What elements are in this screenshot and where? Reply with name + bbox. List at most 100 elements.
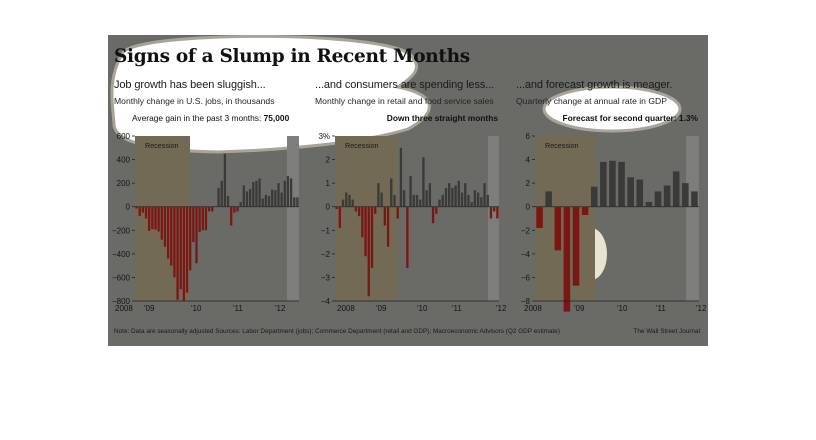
bar xyxy=(214,206,217,207)
bar xyxy=(195,206,198,264)
x-tick-label: '09 xyxy=(144,304,155,313)
bar xyxy=(374,206,377,214)
x-tick-label: 2008 xyxy=(524,304,542,313)
bar xyxy=(223,153,227,207)
bar xyxy=(367,206,370,297)
bar xyxy=(473,190,477,207)
x-tick-label: '12 xyxy=(696,304,707,313)
bar xyxy=(245,191,249,207)
bar xyxy=(348,194,351,207)
recession-label: Recession xyxy=(545,141,579,150)
bar xyxy=(590,186,598,207)
bar xyxy=(211,206,214,212)
bar xyxy=(370,206,374,268)
bar xyxy=(289,178,293,207)
bar xyxy=(198,206,201,233)
bar xyxy=(170,206,173,266)
bar xyxy=(441,194,444,207)
recent-band xyxy=(287,136,299,301)
spotlight-overlay xyxy=(110,35,682,280)
recent-band xyxy=(488,136,499,301)
bar xyxy=(536,206,543,228)
y-tick-label: −800 xyxy=(112,297,131,306)
bar xyxy=(636,179,644,207)
bar xyxy=(486,194,489,207)
bar xyxy=(682,183,689,207)
chart-title: Signs of a Slump in Recent Months xyxy=(114,46,470,67)
y-tick-label: 1 xyxy=(326,179,331,188)
bar xyxy=(335,206,338,210)
bar xyxy=(338,206,341,228)
panel-subtitle-jobs: Monthly change in U.S. jobs, in thousand… xyxy=(114,96,275,106)
bar xyxy=(293,197,296,207)
bar xyxy=(399,147,403,207)
bar xyxy=(148,206,151,231)
bar xyxy=(409,176,412,207)
bar xyxy=(277,183,280,207)
bar xyxy=(157,206,160,232)
bar xyxy=(390,178,393,207)
bar xyxy=(435,206,438,214)
bar xyxy=(296,197,299,207)
y-tick-label: 4 xyxy=(526,156,531,165)
highlight-blob-forecast xyxy=(542,85,682,133)
annotation-retail: Down three straight months xyxy=(386,113,498,123)
bar xyxy=(489,206,493,219)
bar xyxy=(380,192,383,207)
bar xyxy=(144,206,148,219)
y-tick-label: −200 xyxy=(112,226,131,235)
bar xyxy=(255,180,258,207)
bar xyxy=(236,206,239,212)
recession-label: Recession xyxy=(345,141,379,150)
y-tick-label: 0 xyxy=(126,203,131,212)
bar xyxy=(444,187,448,207)
x-tick-label: 2008 xyxy=(115,304,133,313)
bar xyxy=(496,206,499,219)
bar xyxy=(345,192,348,207)
bar xyxy=(464,183,467,207)
bar xyxy=(283,180,286,207)
y-tick-label: −600 xyxy=(112,273,131,282)
x-tick-label: '09 xyxy=(574,304,585,313)
x-tick-label: '11 xyxy=(233,304,243,313)
bar xyxy=(341,199,345,207)
bar xyxy=(189,206,192,271)
y-tick-label: 200 xyxy=(117,179,131,188)
bar xyxy=(600,161,607,207)
bar xyxy=(428,183,432,207)
bar xyxy=(493,206,496,212)
bar xyxy=(402,190,406,207)
chart-figure: Signs of a Slump in Recent Months Job gr… xyxy=(108,35,708,346)
bar xyxy=(422,157,425,207)
bar xyxy=(480,197,483,207)
bar xyxy=(264,194,268,207)
bar xyxy=(261,198,264,207)
panel-title-jobs: Job growth has been sluggish... xyxy=(114,79,266,91)
y-tick-label: 0 xyxy=(526,203,531,212)
y-tick-label: −4 xyxy=(321,297,331,306)
chart-retail: Recession 3% 2 1 0 −1 −2 −3 −4 2008 '09 '10 '11 '12 xyxy=(318,132,507,313)
bar xyxy=(248,189,252,207)
bar xyxy=(163,206,167,247)
bar xyxy=(274,190,277,207)
bar xyxy=(386,206,390,247)
x-tick-label: '10 xyxy=(617,304,628,313)
y-tick-label: −8 xyxy=(521,297,531,306)
bar xyxy=(431,206,435,224)
bar xyxy=(185,206,189,293)
bar xyxy=(412,194,415,207)
y-tick-label: 400 xyxy=(117,156,131,165)
bar xyxy=(467,194,470,207)
bar xyxy=(138,206,141,217)
bar xyxy=(258,178,261,207)
bar xyxy=(672,171,680,207)
y-tick-label: 2 xyxy=(326,156,331,165)
panel-subtitle-gdp: Quarterly change at annual rate in GDP xyxy=(516,96,667,106)
y-tick-label: 3% xyxy=(318,132,330,141)
bar xyxy=(361,206,364,238)
highlight-blob-title xyxy=(110,35,431,154)
x-tick-label: '11 xyxy=(452,304,462,313)
bar xyxy=(581,206,589,215)
x-tick-label: '10 xyxy=(191,304,202,313)
